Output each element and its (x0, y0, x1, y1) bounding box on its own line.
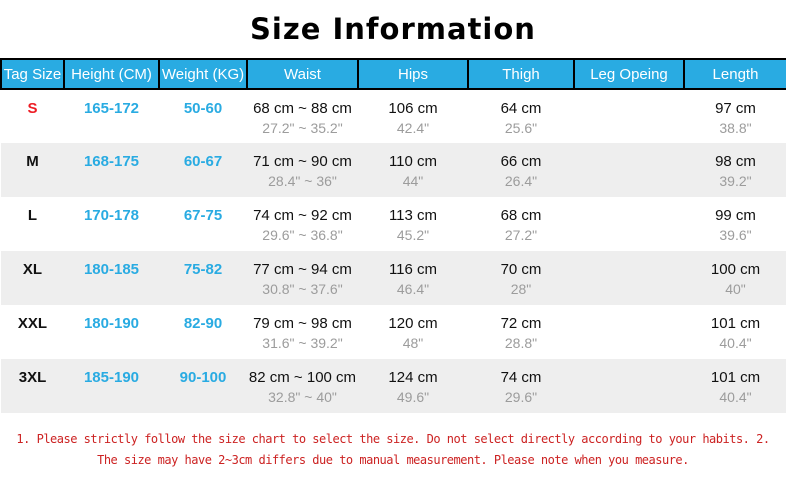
table-row: L 170-178 67-75 74 cm ~ 92 cm 29.6" ~ 36… (1, 197, 786, 251)
hips-cm-value: 116 cm (388, 261, 438, 278)
hips-cm-value: 106 cm (388, 100, 438, 117)
waist-inch-value: 29.6" ~ 36.8" (262, 227, 343, 243)
col-header-tag-size: Tag Size (0, 58, 65, 90)
hips-cm-value: 124 cm (388, 369, 438, 386)
thigh-inch-value: 25.6" (504, 120, 538, 136)
height-value: 165-172 (83, 100, 140, 117)
thigh-inch-value: 29.6" (504, 389, 538, 405)
table-row: M 168-175 60-67 71 cm ~ 90 cm 28.4" ~ 36… (1, 143, 786, 197)
leg-opening-cm-value (574, 305, 684, 334)
note-line-2: The size may have 2~3cm differs due to m… (97, 453, 689, 467)
thigh-cm-value: 72 cm (500, 315, 542, 332)
col-header-leg-opening: Leg Opeing (573, 58, 685, 90)
hips-inch-value: 42.4" (396, 120, 430, 136)
hips-inch-value: 44" (402, 173, 424, 189)
weight-value: 60-67 (183, 153, 223, 170)
table-row: 3XL 185-190 90-100 82 cm ~ 100 cm 32.8" … (1, 359, 786, 413)
hips-inch-value: 48" (402, 335, 424, 351)
thigh-inch-value: 28.8" (504, 335, 538, 351)
table-row: XL 180-185 75-82 77 cm ~ 94 cm 30.8" ~ 3… (1, 251, 786, 305)
length-cm-value: 97 cm (715, 100, 756, 117)
thigh-inch-value: 27.2" (504, 227, 538, 243)
length-cm-value: 99 cm (715, 207, 756, 224)
size-table-body: S 165-172 50-60 68 cm ~ 88 cm 27.2" ~ 35… (1, 89, 786, 413)
length-inch-value: 40.4" (719, 389, 752, 405)
leg-opening-cm-value (574, 143, 684, 172)
tag-size-value: S (27, 100, 38, 117)
leg-opening-cm-value (574, 359, 684, 388)
height-value: 180-185 (83, 261, 140, 278)
height-value: 180-190 (83, 315, 140, 332)
hips-inch-value: 45.2" (396, 227, 430, 243)
hips-cm-value: 113 cm (388, 207, 438, 224)
col-header-length: Length (683, 58, 786, 90)
table-row: XXL 180-190 82-90 79 cm ~ 98 cm 31.6" ~ … (1, 305, 786, 359)
weight-value: 67-75 (183, 207, 223, 224)
length-inch-value: 40.4" (719, 335, 752, 351)
thigh-cm-value: 68 cm (500, 207, 542, 224)
leg-opening-cm-value (574, 197, 684, 226)
hips-cm-value: 120 cm (388, 315, 438, 332)
weight-value: 90-100 (179, 369, 227, 386)
length-cm-value: 98 cm (715, 153, 756, 170)
hips-inch-value: 46.4" (396, 281, 430, 297)
waist-inch-value: 31.6" ~ 39.2" (262, 335, 343, 351)
waist-cm-value: 68 cm ~ 88 cm (253, 100, 352, 117)
waist-cm-value: 74 cm ~ 92 cm (253, 207, 352, 224)
col-header-height: Height (CM) (63, 58, 160, 90)
length-inch-value: 39.2" (719, 173, 752, 189)
hips-inch-value: 49.6" (396, 389, 430, 405)
col-header-waist: Waist (246, 58, 359, 90)
waist-inch-value: 28.4" ~ 36" (268, 173, 337, 189)
tag-size-value: XXL (17, 315, 48, 332)
note-line-1: 1. Please strictly follow the size chart… (16, 432, 770, 446)
length-inch-value: 39.6" (719, 227, 752, 243)
height-value: 168-175 (83, 153, 140, 170)
length-cm-value: 101 cm (710, 369, 761, 386)
weight-value: 75-82 (183, 261, 223, 278)
page-title: Size Information (250, 12, 536, 46)
table-header-row: Tag Size Height (CM) Weight (KG) Waist H… (0, 58, 786, 90)
thigh-cm-value: 66 cm (500, 153, 542, 170)
thigh-cm-value: 74 cm (500, 369, 542, 386)
weight-value: 82-90 (183, 315, 223, 332)
waist-inch-value: 27.2" ~ 35.2" (262, 120, 343, 136)
thigh-cm-value: 70 cm (500, 261, 542, 278)
table-row: S 165-172 50-60 68 cm ~ 88 cm 27.2" ~ 35… (1, 89, 786, 143)
length-inch-value: 38.8" (719, 120, 752, 136)
tag-size-value: XL (22, 261, 43, 278)
height-value: 185-190 (83, 369, 140, 386)
size-chart-table: Tag Size Height (CM) Weight (KG) Waist H… (0, 58, 786, 413)
col-header-thigh: Thigh (467, 58, 575, 90)
waist-cm-value: 79 cm ~ 98 cm (253, 315, 352, 332)
col-header-hips: Hips (357, 58, 469, 90)
tag-size-value: L (27, 207, 38, 224)
waist-cm-value: 77 cm ~ 94 cm (253, 261, 352, 278)
waist-cm-value: 71 cm ~ 90 cm (253, 153, 352, 170)
leg-opening-cm-value (574, 251, 684, 280)
length-inch-value: 40" (725, 281, 746, 297)
weight-value: 50-60 (183, 100, 223, 117)
height-value: 170-178 (83, 207, 140, 224)
tag-size-value: M (26, 153, 39, 170)
size-chart-notes: 1. Please strictly follow the size chart… (0, 429, 786, 471)
waist-inch-value: 32.8" ~ 40" (268, 389, 337, 405)
col-header-weight: Weight (KG) (158, 58, 248, 90)
length-cm-value: 101 cm (710, 315, 761, 332)
length-cm-value: 100 cm (710, 261, 761, 278)
leg-opening-cm-value (574, 90, 684, 119)
hips-cm-value: 110 cm (388, 153, 438, 170)
waist-cm-value: 82 cm ~ 100 cm (248, 369, 357, 386)
waist-inch-value: 30.8" ~ 37.6" (262, 281, 343, 297)
thigh-inch-value: 28" (510, 281, 532, 297)
thigh-cm-value: 64 cm (500, 100, 542, 117)
tag-size-value: 3XL (18, 369, 47, 386)
thigh-inch-value: 26.4" (504, 173, 538, 189)
